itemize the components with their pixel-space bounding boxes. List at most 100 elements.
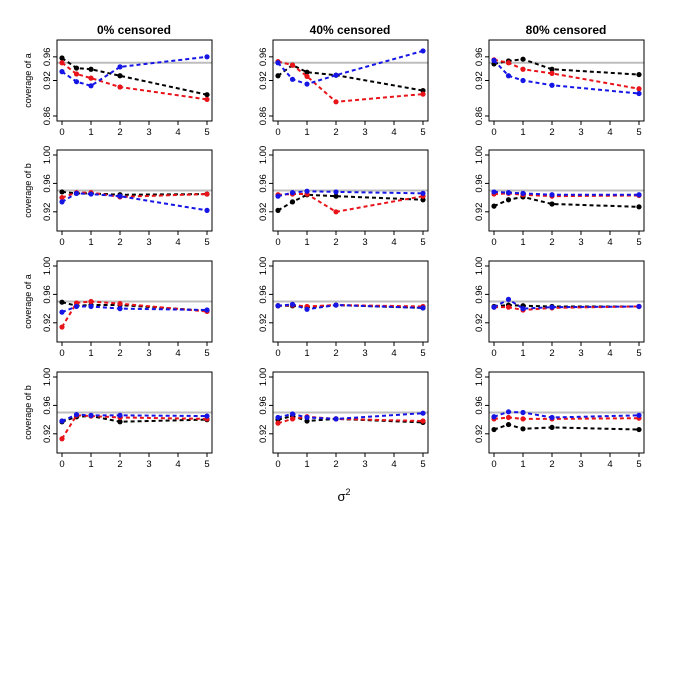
x-tick-label: 0 (491, 459, 496, 470)
column-title-0-censored: 0% censored (97, 23, 171, 37)
data-point-blue (636, 192, 642, 198)
data-point-blue (636, 303, 642, 310)
y-tick-label: 1.00 (258, 368, 269, 387)
data-point-red (59, 195, 65, 201)
data-point-black (204, 92, 210, 98)
x-tick-label: 3 (578, 127, 583, 138)
x-tick-label: 1 (304, 348, 309, 359)
data-point-blue (59, 69, 65, 75)
x-tick-label: 4 (607, 237, 612, 248)
data-point-blue (88, 412, 94, 418)
y-tick-label: 0.96 (474, 285, 485, 304)
data-point-black (505, 421, 512, 428)
x-tick-label: 2 (333, 459, 338, 470)
data-point-blue (549, 82, 555, 88)
data-point-red (204, 96, 210, 103)
data-point-blue (204, 413, 210, 419)
data-point-black (636, 71, 642, 78)
series-line-blue (61, 55, 208, 87)
series-line-black (61, 57, 208, 96)
y-tick-label: 1.00 (474, 146, 485, 165)
y-tick-label: 0.92 (42, 425, 53, 444)
data-point-red (333, 209, 339, 215)
x-tick-label: 5 (420, 127, 425, 138)
data-point-blue (275, 414, 281, 421)
y-tick-label: 0.92 (474, 71, 485, 90)
x-tick-label: 1 (304, 459, 309, 470)
x-tick-label: 1 (304, 237, 309, 248)
data-point-black (505, 197, 512, 203)
y-tick-label: 1.00 (474, 257, 485, 276)
x-tick-label: 0 (275, 127, 280, 138)
x-tick-label: 3 (146, 459, 151, 470)
y-tick-label: 0.86 (42, 107, 53, 126)
panel-r0-c2: 0 1 2 3 4 5 0.86 0.92 0.96 (474, 39, 645, 138)
x-tick-label: 0 (275, 459, 280, 470)
data-point-blue (73, 79, 80, 85)
data-point-red (333, 99, 339, 105)
data-point-red (117, 84, 123, 90)
y-tick-label: 0.92 (42, 203, 53, 222)
data-point-blue (304, 414, 310, 421)
data-point-blue (275, 60, 281, 66)
data-point-black (117, 419, 123, 425)
y-tick-label: 0.92 (258, 314, 269, 333)
x-tick-label: 1 (88, 459, 93, 470)
data-point-black (549, 66, 555, 72)
data-point-black (491, 203, 497, 209)
x-tick-label: 1 (520, 348, 525, 359)
y-tick-label: 1.00 (42, 368, 53, 387)
data-point-black (88, 66, 94, 72)
x-tick-label: 3 (146, 127, 151, 138)
panel-frame (56, 371, 213, 454)
data-point-blue (275, 303, 281, 309)
x-tick-label: 1 (88, 127, 93, 138)
data-point-blue (117, 193, 123, 199)
panel-frame (56, 39, 213, 122)
x-tick-label: 5 (636, 348, 641, 359)
data-point-red (304, 73, 310, 79)
y-tick-label: 0.86 (474, 107, 485, 126)
y-tick-label: 1.00 (474, 368, 485, 387)
data-point-blue (505, 73, 512, 79)
panel-frame (56, 149, 213, 232)
panel-r1-c1: 0 1 2 3 4 5 0.92 0.96 1.00 (258, 146, 429, 248)
x-tick-label: 0 (491, 348, 496, 359)
x-tick-label: 4 (175, 237, 180, 248)
x-tick-label: 3 (362, 459, 367, 470)
y-tick-label: 1.00 (42, 257, 53, 276)
x-tick-label: 3 (146, 237, 151, 248)
series-line-red (61, 414, 208, 440)
x-tick-label: 2 (333, 127, 338, 138)
data-point-black (59, 55, 65, 61)
series-line-red (277, 60, 424, 103)
x-tick-label: 3 (578, 348, 583, 359)
data-point-blue (59, 199, 65, 205)
x-tick-label: 0 (59, 237, 64, 248)
column-title-80-censored: 80% censored (526, 23, 607, 37)
data-point-blue (333, 189, 339, 195)
data-point-blue (491, 414, 497, 420)
data-point-blue (289, 190, 296, 196)
data-point-blue (88, 191, 94, 197)
panel-frame (488, 39, 645, 122)
x-tick-label: 5 (204, 348, 209, 359)
y-tick-label: 1.00 (42, 146, 53, 165)
x-tick-label: 5 (204, 127, 209, 138)
y-tick-label: 0.86 (258, 107, 269, 126)
data-point-blue (636, 412, 642, 418)
column-titles: 0% censored 40% censored 80% censored (97, 23, 606, 37)
data-point-red (549, 70, 555, 76)
x-tick-label: 4 (607, 459, 612, 470)
data-point-blue (304, 188, 310, 194)
data-point-blue (505, 409, 512, 415)
x-tick-label: 3 (578, 237, 583, 248)
y-tick-label: 0.96 (258, 174, 269, 193)
data-point-blue (505, 296, 512, 302)
y-tick-label: 0.92 (42, 71, 53, 90)
data-point-blue (289, 301, 296, 307)
panel-r3-c1: 0 1 2 3 4 5 0.92 0.96 1.00 (258, 368, 429, 470)
data-point-red (420, 418, 426, 424)
series-line-red (277, 193, 424, 213)
x-tick-label: 1 (520, 237, 525, 248)
